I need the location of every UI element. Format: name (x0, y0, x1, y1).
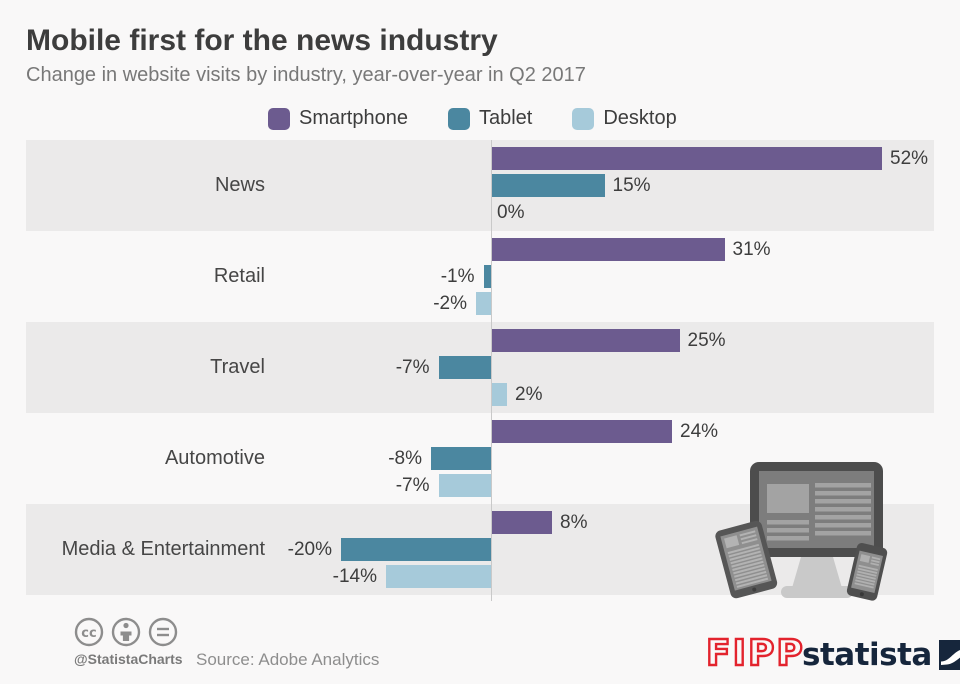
category-label: Travel (210, 356, 265, 378)
chart-row: Automotive 24% -8% -7% (26, 413, 934, 504)
statista-charts-handle: @StatistaCharts (74, 651, 183, 667)
legend-swatch-tablet (447, 107, 470, 130)
value-label: 31% (732, 239, 771, 260)
legend-item-tablet: Tablet (447, 107, 533, 130)
category-label: News (214, 174, 265, 196)
zero-axis-line (491, 140, 492, 601)
legend-swatch-desktop (572, 107, 595, 130)
devices-illustration (715, 462, 888, 601)
legend-item-smartphone: Smartphone (268, 107, 408, 130)
value-label: -20% (287, 539, 332, 560)
license-icons: cc (74, 617, 178, 647)
chart-area: News 52% 15% 0% Retail 31% -1% -2% Travel 25% -7% 2… (26, 140, 934, 601)
fipp-logo: FIPP (705, 632, 805, 675)
bar-smartphone (492, 511, 552, 534)
legend-label-tablet: Tablet (478, 107, 533, 129)
value-label: -2% (433, 293, 467, 314)
chart-row: Retail 31% -1% -2% (26, 231, 934, 322)
bar-desktop (386, 565, 491, 588)
statista-logo-text: statista (802, 637, 932, 673)
legend-label-desktop: Desktop (603, 107, 677, 129)
value-label: 15% (612, 175, 651, 196)
bar-desktop (438, 474, 491, 497)
bar-smartphone (492, 238, 725, 261)
category-label: Retail (213, 265, 265, 287)
statista-logo-icon (938, 640, 960, 670)
value-label: -8% (388, 448, 422, 469)
value-label: 0% (497, 202, 525, 223)
bar-tablet (431, 447, 491, 470)
bar-smartphone (492, 420, 672, 443)
value-label: -7% (395, 475, 430, 496)
value-label: 25% (687, 330, 726, 351)
monitor-icon (750, 462, 883, 598)
legend-label-smartphone: Smartphone (299, 107, 408, 129)
value-label: -7% (395, 357, 430, 378)
page-title: Mobile first for the news industry (26, 24, 498, 57)
no-derivatives-icon (148, 617, 178, 647)
legend-item-desktop: Desktop (572, 107, 677, 130)
chart-row: Travel 25% -7% 2% (26, 322, 934, 413)
bar-tablet (492, 174, 605, 197)
bar-smartphone (492, 329, 680, 352)
bar-desktop (476, 292, 491, 315)
value-label: 24% (680, 421, 719, 442)
value-label: 8% (560, 512, 588, 533)
value-label: -14% (332, 566, 377, 587)
bar-desktop (492, 383, 507, 406)
bar-tablet (341, 538, 491, 561)
bar-smartphone (492, 147, 882, 170)
attribution-icon (111, 617, 141, 647)
chart-row: News 52% 15% 0% (26, 140, 934, 231)
source-text: Source: Adobe Analytics (196, 650, 380, 669)
statista-logo: statista (802, 637, 960, 673)
bar-tablet (483, 265, 491, 288)
category-label: Media & Entertainment (61, 538, 265, 560)
tablet-icon (715, 520, 778, 599)
value-label: -1% (440, 266, 475, 287)
category-label: Automotive (164, 447, 265, 469)
svg-text:cc: cc (81, 626, 96, 641)
value-label: 52% (890, 148, 929, 169)
bar-tablet (438, 356, 491, 379)
legend: Smartphone Tablet Desktop (268, 107, 677, 130)
page-subtitle: Change in website visits by industry, ye… (26, 64, 586, 86)
legend-swatch-smartphone (268, 107, 290, 130)
phone-icon (846, 542, 888, 601)
value-label: 2% (515, 384, 543, 405)
cc-icon: cc (74, 617, 104, 647)
